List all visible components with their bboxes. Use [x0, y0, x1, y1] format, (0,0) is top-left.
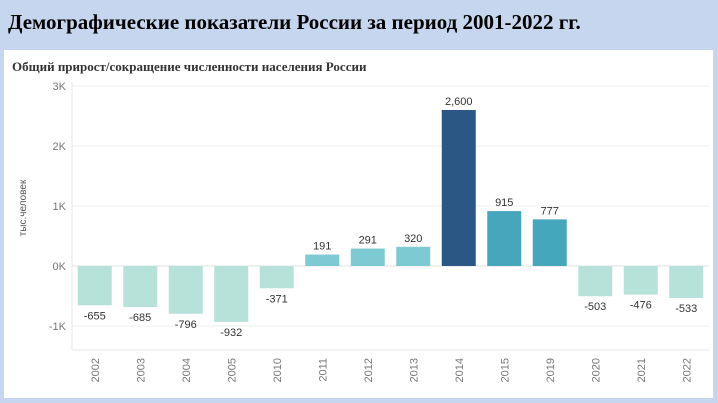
x-tick-label: 2003: [135, 358, 147, 382]
data-label: 915: [495, 197, 513, 209]
bar-2020: [578, 266, 613, 297]
data-label: 777: [541, 205, 559, 217]
bar-chart: 3K 2K 1K 0K -1K тыс.человек -655 2002 -685 2003 -7…: [18, 81, 709, 382]
y-tick-label: 2K: [53, 141, 67, 153]
data-label: 320: [404, 233, 422, 245]
x-tick-label: 2012: [363, 358, 375, 382]
y-tick-label: 0K: [53, 261, 67, 273]
x-tick-label: 2005: [226, 358, 238, 382]
data-label: 191: [313, 241, 331, 253]
y-axis-label: тыс.человек: [18, 179, 29, 236]
y-tick-label: 3K: [53, 81, 67, 93]
bar-2005: [214, 266, 249, 322]
x-tick-label: 2010: [272, 358, 284, 382]
data-label: -476: [630, 300, 652, 312]
bar-2015: [487, 211, 522, 266]
bar-2022: [669, 266, 704, 298]
page-title: Демографические показатели России за пер…: [8, 10, 581, 34]
bar-2003: [123, 266, 158, 308]
chart-title: Общий прирост/сокращение численности нас…: [12, 59, 367, 74]
y-tick-label: -1K: [49, 321, 67, 333]
data-label: 2,600: [445, 96, 473, 108]
chart-panel: Общий прирост/сокращение численности нас…: [4, 50, 713, 398]
data-label: -533: [675, 303, 697, 315]
x-tick-label: 2022: [681, 358, 693, 382]
bar-2010: [259, 266, 294, 289]
data-label: -371: [266, 293, 288, 305]
x-tick-label: 2020: [590, 358, 602, 382]
bar-2019: [532, 219, 567, 266]
x-tick-label: 2004: [181, 358, 193, 382]
bar-2021: [623, 266, 658, 295]
data-label: 291: [359, 235, 377, 247]
x-tick-label: 2021: [636, 358, 648, 382]
bar-2012: [350, 248, 385, 266]
x-tick-label: 2002: [90, 358, 102, 382]
x-tick-label: 2019: [545, 358, 557, 382]
bar-2014: [441, 110, 476, 266]
bar-2004: [168, 266, 203, 314]
bar-2011: [305, 254, 340, 266]
data-label: -503: [584, 301, 606, 313]
bar-2013: [396, 246, 431, 266]
x-tick-label: 2013: [408, 358, 420, 382]
data-label: -685: [129, 312, 151, 324]
x-tick-label: 2015: [499, 358, 511, 382]
data-label: -796: [175, 319, 197, 331]
y-tick-label: 1K: [53, 201, 67, 213]
bar-2002: [77, 266, 112, 306]
data-label: -655: [84, 310, 106, 322]
data-label: -932: [220, 327, 242, 339]
x-tick-label: 2014: [454, 358, 466, 382]
x-tick-label: 2011: [317, 358, 329, 382]
